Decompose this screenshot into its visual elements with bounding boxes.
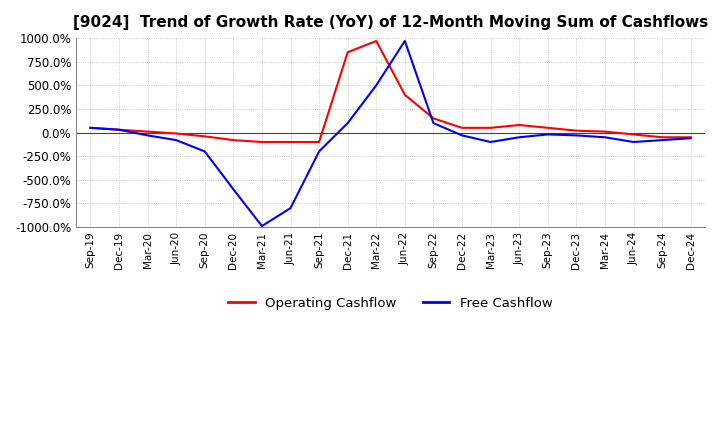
Operating Cashflow [372,38,381,44]
Operating Cashflow [658,135,667,140]
Legend: Operating Cashflow, Free Cashflow: Operating Cashflow, Free Cashflow [223,291,558,315]
Operating Cashflow [86,125,95,131]
Free Cashflow [286,205,294,211]
Operating Cashflow [544,125,552,131]
Free Cashflow [429,121,438,126]
Operating Cashflow [143,129,152,134]
Free Cashflow [114,127,123,132]
Operating Cashflow [572,128,581,133]
Free Cashflow [544,132,552,137]
Operating Cashflow [343,50,352,55]
Free Cashflow [229,187,238,192]
Free Cashflow [629,139,638,145]
Free Cashflow [658,137,667,143]
Line: Free Cashflow: Free Cashflow [91,41,690,226]
Free Cashflow [315,149,323,154]
Title: [9024]  Trend of Growth Rate (YoY) of 12-Month Moving Sum of Cashflows: [9024] Trend of Growth Rate (YoY) of 12-… [73,15,708,30]
Free Cashflow [172,137,181,143]
Free Cashflow [458,133,467,138]
Operating Cashflow [315,139,323,145]
Line: Operating Cashflow: Operating Cashflow [91,41,690,142]
Operating Cashflow [629,132,638,137]
Operating Cashflow [515,122,523,128]
Operating Cashflow [114,127,123,132]
Free Cashflow [486,139,495,145]
Operating Cashflow [229,137,238,143]
Operating Cashflow [172,131,181,136]
Free Cashflow [572,133,581,138]
Operating Cashflow [400,92,409,97]
Free Cashflow [686,136,695,141]
Free Cashflow [372,83,381,88]
Free Cashflow [86,125,95,131]
Free Cashflow [343,121,352,126]
Free Cashflow [515,135,523,140]
Operating Cashflow [258,139,266,145]
Operating Cashflow [286,139,294,145]
Operating Cashflow [458,125,467,131]
Free Cashflow [200,149,209,154]
Operating Cashflow [686,135,695,140]
Operating Cashflow [429,116,438,121]
Operating Cashflow [600,129,609,134]
Free Cashflow [400,38,409,44]
Free Cashflow [600,135,609,140]
Free Cashflow [143,133,152,138]
Operating Cashflow [486,125,495,131]
Operating Cashflow [200,134,209,139]
Free Cashflow [258,224,266,229]
